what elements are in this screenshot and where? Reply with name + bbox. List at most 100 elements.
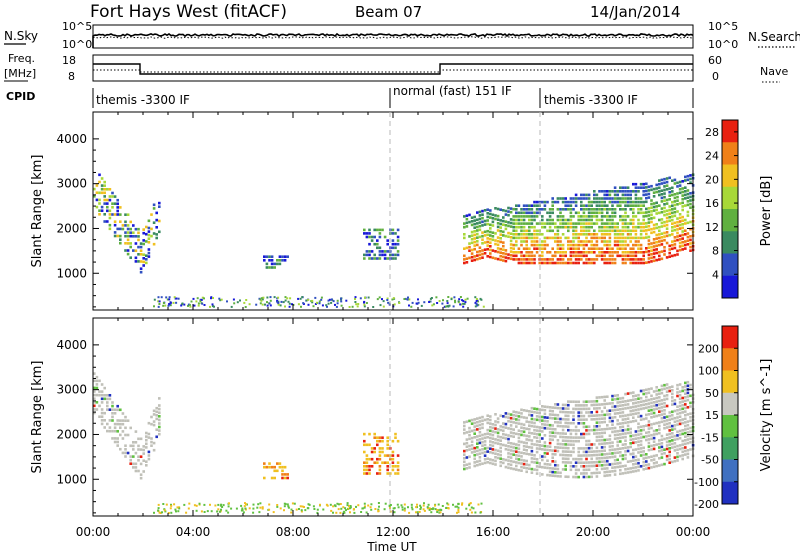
data-cell bbox=[201, 302, 204, 305]
data-cell bbox=[561, 439, 565, 442]
data-cell bbox=[119, 220, 122, 223]
data-cell bbox=[598, 471, 601, 474]
data-cell bbox=[367, 296, 370, 299]
data-cell bbox=[639, 407, 643, 411]
data-cell bbox=[476, 424, 479, 428]
freq-right-tick-top: 60 bbox=[708, 54, 722, 67]
data-cell bbox=[660, 250, 664, 253]
data-cell bbox=[376, 228, 379, 232]
data-cell bbox=[678, 401, 682, 404]
data-cell bbox=[394, 257, 397, 260]
data-cell bbox=[244, 507, 247, 510]
data-cell bbox=[606, 208, 609, 211]
data-cell bbox=[428, 301, 431, 303]
data-cell bbox=[158, 415, 161, 418]
data-cell bbox=[489, 433, 492, 436]
data-cell bbox=[507, 412, 510, 416]
data-cell bbox=[522, 204, 526, 207]
data-cell bbox=[158, 300, 161, 303]
data-cell bbox=[642, 428, 645, 432]
data-cell bbox=[673, 225, 677, 228]
data-cell bbox=[647, 192, 651, 196]
data-cell bbox=[647, 441, 651, 445]
data-cell bbox=[663, 448, 666, 451]
data-cell bbox=[590, 208, 593, 211]
data-cell bbox=[660, 193, 664, 196]
data-cell bbox=[473, 240, 476, 244]
data-cell bbox=[681, 386, 684, 389]
data-cell bbox=[376, 298, 379, 301]
data-cell bbox=[147, 219, 151, 223]
data-cell bbox=[103, 220, 106, 223]
data-cell bbox=[681, 429, 684, 432]
data-cell bbox=[463, 233, 466, 236]
data-cell bbox=[582, 215, 586, 218]
data-cell bbox=[121, 419, 125, 422]
data-cell bbox=[626, 222, 630, 225]
data-cell bbox=[132, 466, 135, 469]
data-cell bbox=[408, 298, 411, 301]
data-cell bbox=[465, 217, 469, 221]
data-cell bbox=[678, 408, 682, 411]
data-cell bbox=[572, 443, 575, 447]
data-cell bbox=[268, 302, 271, 305]
data-cell bbox=[428, 508, 431, 511]
data-cell bbox=[548, 258, 552, 261]
data-cell bbox=[598, 449, 601, 453]
data-cell bbox=[368, 432, 371, 436]
data-cell bbox=[494, 423, 497, 427]
x-tick-label: 20:00 bbox=[576, 525, 611, 539]
colorbar-swatch bbox=[722, 437, 738, 460]
data-cell bbox=[147, 457, 151, 461]
data-cell bbox=[637, 401, 640, 404]
data-cell bbox=[658, 457, 661, 460]
data-cell bbox=[496, 250, 500, 254]
data-cell bbox=[577, 429, 580, 432]
data-cell bbox=[637, 397, 640, 400]
data-cell bbox=[590, 261, 593, 265]
data-cell bbox=[624, 215, 627, 218]
data-cell bbox=[608, 193, 612, 197]
data-cell bbox=[339, 503, 342, 505]
data-cell bbox=[637, 440, 640, 443]
data-cell bbox=[499, 226, 502, 229]
data-cell bbox=[600, 395, 604, 399]
data-cell bbox=[113, 440, 117, 444]
data-cell bbox=[616, 401, 619, 404]
data-cell bbox=[650, 416, 653, 419]
data-cell bbox=[541, 419, 544, 422]
data-cell bbox=[530, 406, 534, 410]
data-cell bbox=[676, 224, 679, 228]
data-cell bbox=[137, 448, 140, 451]
data-cell bbox=[587, 432, 591, 436]
data-cell bbox=[124, 242, 127, 245]
data-cell bbox=[245, 503, 247, 506]
data-cell bbox=[520, 455, 523, 458]
data-cell bbox=[507, 441, 510, 444]
data-cell bbox=[582, 465, 586, 468]
data-cell bbox=[632, 470, 635, 473]
data-cell bbox=[658, 396, 661, 399]
cpid-segment-1: themis -3300 IF bbox=[96, 93, 190, 107]
data-cell bbox=[569, 200, 573, 204]
data-cell bbox=[616, 193, 619, 197]
data-cell bbox=[678, 227, 682, 230]
data-cell bbox=[652, 248, 656, 252]
data-cell bbox=[478, 217, 482, 221]
data-cell bbox=[548, 236, 552, 240]
data-cell bbox=[626, 403, 630, 406]
data-cell bbox=[454, 299, 456, 302]
data-cell bbox=[473, 258, 476, 262]
data-cell bbox=[647, 427, 651, 430]
data-cell bbox=[543, 426, 547, 430]
data-cell bbox=[603, 251, 606, 254]
data-cell bbox=[574, 229, 578, 233]
data-cell bbox=[634, 186, 638, 189]
data-cell bbox=[175, 510, 177, 513]
data-cell bbox=[391, 450, 395, 454]
data-cell bbox=[572, 247, 575, 250]
data-cell bbox=[689, 405, 692, 408]
data-cell bbox=[365, 468, 369, 472]
data-cell bbox=[476, 420, 479, 424]
data-cell bbox=[447, 503, 450, 506]
